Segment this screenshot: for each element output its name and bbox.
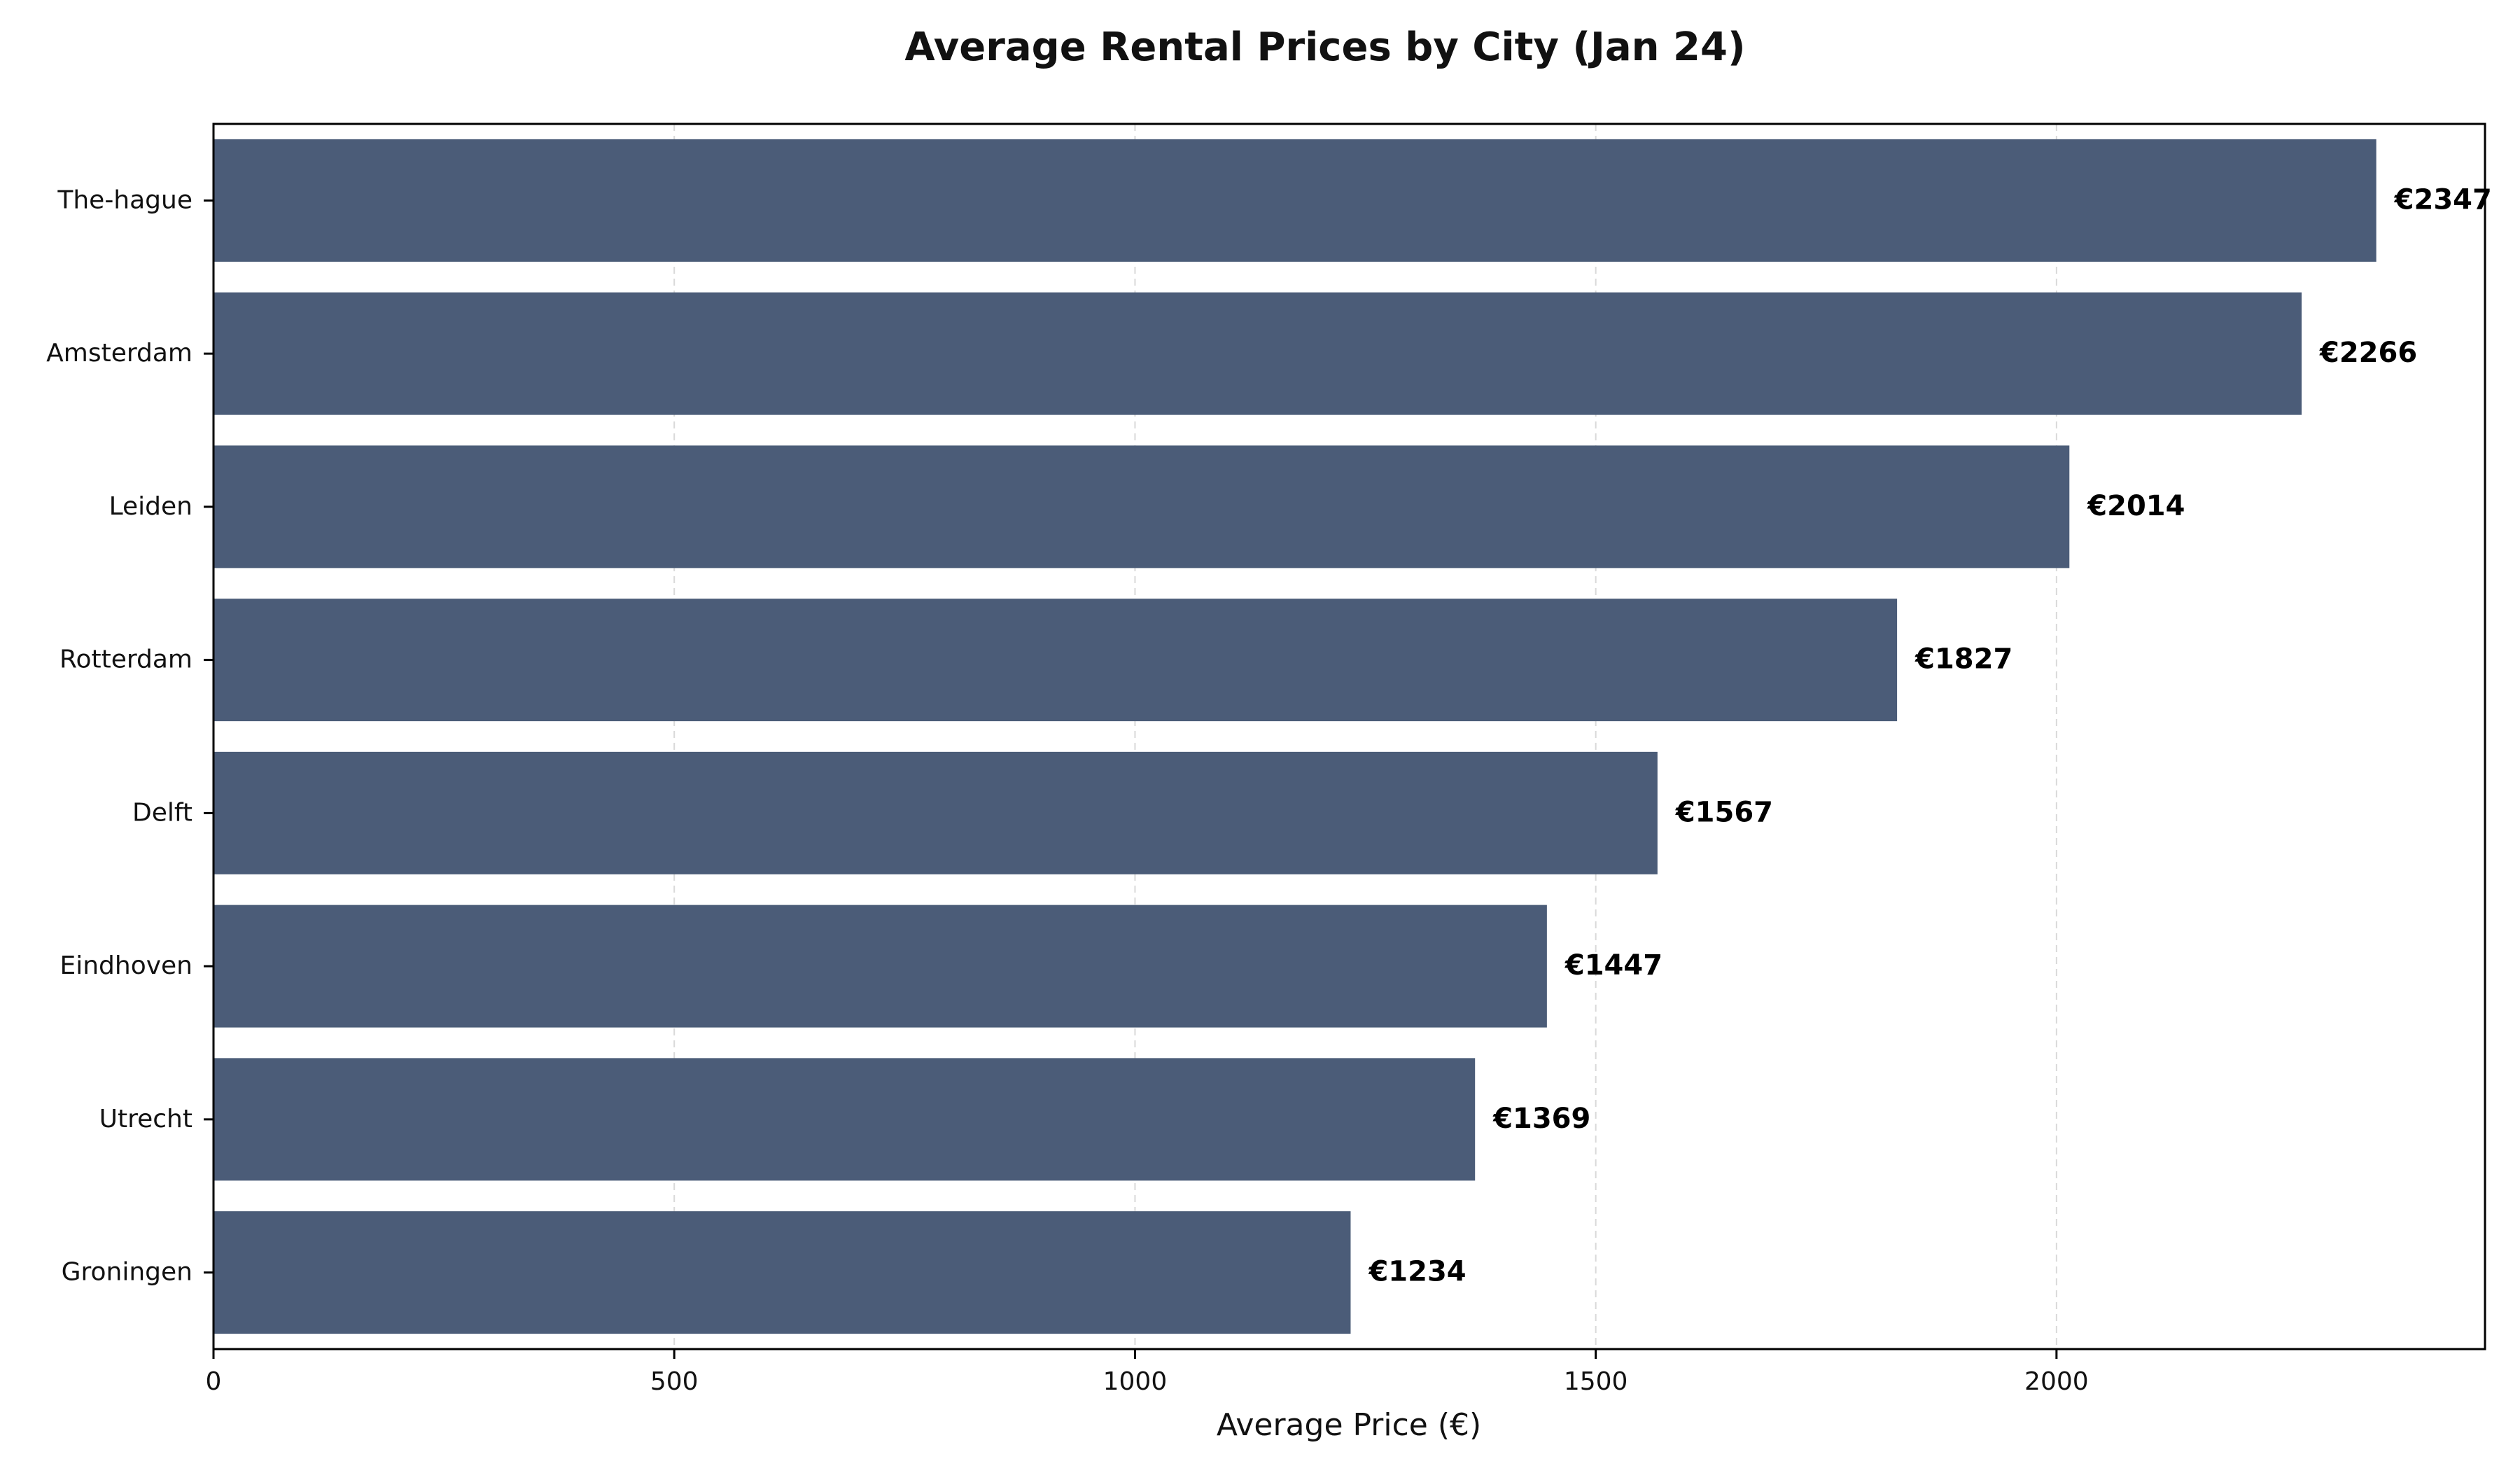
bar xyxy=(214,445,2070,568)
data-label: €1234 xyxy=(1368,1256,1466,1288)
y-tick-label: Groningen xyxy=(62,1258,192,1287)
x-tick-label: 1000 xyxy=(1103,1367,1168,1396)
bars-layer xyxy=(214,139,2376,1334)
bar xyxy=(214,1058,1476,1181)
y-tick-label: Leiden xyxy=(109,492,192,521)
x-axis: 0 500 1000 1500 2000 xyxy=(206,1349,2089,1396)
y-tick-label: Delft xyxy=(132,798,192,827)
y-tick-label: The-hague xyxy=(57,186,192,214)
bar xyxy=(214,1211,1351,1334)
bar xyxy=(214,905,1547,1028)
bar xyxy=(214,139,2376,262)
data-label: €1567 xyxy=(1675,796,1773,828)
data-labels-layer: €2347 €2266 €2014 €1827 €1567 €1447 €1369 €1234 xyxy=(1368,183,2491,1287)
data-label: €2266 xyxy=(2319,337,2417,369)
x-tick-label: 0 xyxy=(206,1367,222,1396)
bar xyxy=(214,599,1898,722)
data-label: €2014 xyxy=(2087,490,2185,522)
data-label: €1447 xyxy=(1564,949,1662,982)
y-tick-label: Utrecht xyxy=(99,1105,192,1133)
x-tick-label: 1500 xyxy=(1564,1367,1628,1396)
y-axis: The-hague Amsterdam Leiden Rotterdam Delft Ei… xyxy=(46,186,214,1287)
y-tick-label: Amsterdam xyxy=(46,339,192,368)
plot-frame xyxy=(212,123,2486,1350)
bar xyxy=(214,751,1658,874)
data-label: €2347 xyxy=(2394,183,2492,216)
data-label: €1369 xyxy=(1492,1103,1590,1135)
y-tick-label: Rotterdam xyxy=(59,645,192,674)
x-axis-label: Average Price (€) xyxy=(1217,1407,1481,1443)
bar xyxy=(214,292,2302,415)
x-tick-label: 500 xyxy=(650,1367,699,1396)
data-label: €1827 xyxy=(1914,643,2012,676)
x-tick-label: 2000 xyxy=(2024,1367,2089,1396)
y-tick-label: Eindhoven xyxy=(59,951,192,980)
chart-title: Average Rental Prices by City (Jan 24) xyxy=(904,25,1745,70)
